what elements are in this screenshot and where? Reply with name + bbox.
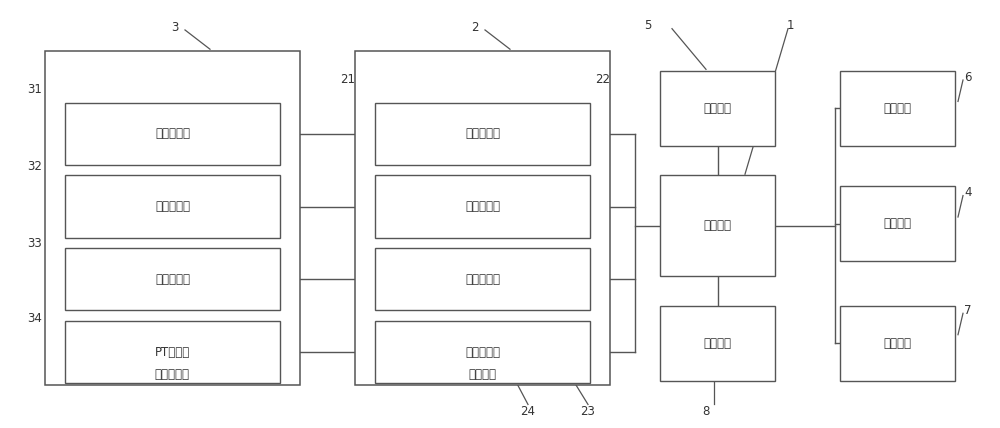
Text: 23: 23 bbox=[581, 405, 595, 418]
Bar bbox=[660, 306, 775, 381]
Text: 计算模块: 计算模块 bbox=[468, 368, 496, 381]
Bar bbox=[375, 175, 590, 238]
Text: 8: 8 bbox=[702, 405, 710, 418]
Text: 22: 22 bbox=[596, 73, 610, 86]
Text: 6: 6 bbox=[964, 71, 972, 83]
Text: 31: 31 bbox=[28, 83, 42, 96]
Bar bbox=[660, 71, 775, 146]
Text: 7: 7 bbox=[964, 304, 972, 317]
Bar bbox=[375, 321, 590, 383]
Text: 通讯模块: 通讯模块 bbox=[704, 101, 732, 115]
Text: 24: 24 bbox=[520, 405, 536, 418]
Bar bbox=[660, 175, 775, 276]
Text: 温度传感器: 温度传感器 bbox=[155, 127, 190, 140]
Bar bbox=[45, 51, 300, 385]
Bar bbox=[840, 186, 955, 261]
Text: 湿度传感器: 湿度传感器 bbox=[155, 200, 190, 213]
Text: 定位模块: 定位模块 bbox=[884, 101, 912, 115]
Text: 5: 5 bbox=[644, 19, 652, 32]
Text: 第四计算器: 第四计算器 bbox=[465, 345, 500, 359]
Bar bbox=[355, 51, 610, 385]
Text: 32: 32 bbox=[28, 160, 42, 173]
Text: 存储模块: 存储模块 bbox=[884, 217, 912, 230]
Bar bbox=[375, 103, 590, 165]
Text: 传感器模块: 传感器模块 bbox=[154, 368, 190, 381]
Text: 3: 3 bbox=[171, 21, 179, 34]
Bar bbox=[840, 306, 955, 381]
Bar bbox=[65, 248, 280, 310]
Text: 第二计算器: 第二计算器 bbox=[465, 200, 500, 213]
Bar bbox=[840, 71, 955, 146]
Text: 时钟模块: 时钟模块 bbox=[884, 337, 912, 350]
Text: 第三计算器: 第三计算器 bbox=[465, 273, 500, 286]
Text: 1: 1 bbox=[786, 19, 794, 32]
Text: 第一计算器: 第一计算器 bbox=[465, 127, 500, 140]
Text: 2: 2 bbox=[471, 21, 479, 34]
Text: 磁场传感器: 磁场传感器 bbox=[155, 273, 190, 286]
Bar bbox=[375, 248, 590, 310]
Bar bbox=[65, 103, 280, 165]
Text: 控制单元: 控制单元 bbox=[704, 219, 732, 232]
Text: PT采集器: PT采集器 bbox=[155, 345, 190, 359]
Text: 供电模块: 供电模块 bbox=[704, 337, 732, 350]
Text: 33: 33 bbox=[28, 238, 42, 250]
Text: 21: 21 bbox=[340, 73, 356, 86]
Bar bbox=[65, 321, 280, 383]
Text: 4: 4 bbox=[964, 186, 972, 199]
Text: 34: 34 bbox=[28, 312, 42, 325]
Bar bbox=[65, 175, 280, 238]
